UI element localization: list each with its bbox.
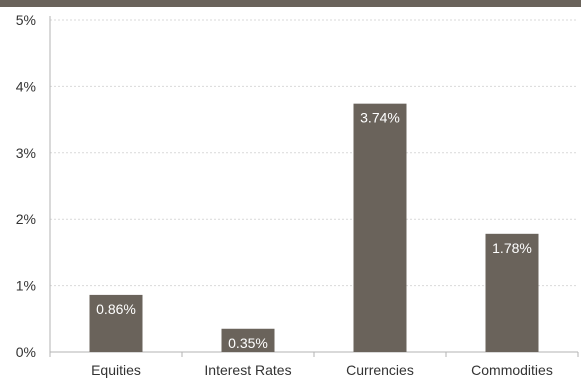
x-category-label: Equities xyxy=(91,362,141,378)
x-category-label: Currencies xyxy=(346,362,414,378)
bar-commodities xyxy=(485,233,539,352)
bar-equities xyxy=(89,294,143,352)
y-tick-label: 2% xyxy=(16,211,36,227)
y-tick-label: 4% xyxy=(16,78,36,94)
y-tick-label: 0% xyxy=(16,344,36,360)
data-label: 0.35% xyxy=(228,335,268,351)
labels: 0% 1% 2% 3% 4% 5% 0.86% Equities 0.35% Interest R… xyxy=(16,12,553,378)
data-label: 3.74% xyxy=(360,110,400,126)
y-tick-label: 5% xyxy=(16,12,36,28)
y-tick-label: 1% xyxy=(16,278,36,294)
y-tick-label: 3% xyxy=(16,145,36,161)
bar-interest-rates xyxy=(221,328,275,352)
x-category-label: Interest Rates xyxy=(204,362,291,378)
x-category-label: Commodities xyxy=(471,362,553,378)
bar-currencies xyxy=(353,103,407,352)
data-label: 1.78% xyxy=(492,240,532,256)
top-band xyxy=(0,0,581,7)
data-label: 0.86% xyxy=(96,301,136,317)
bars xyxy=(89,103,539,352)
